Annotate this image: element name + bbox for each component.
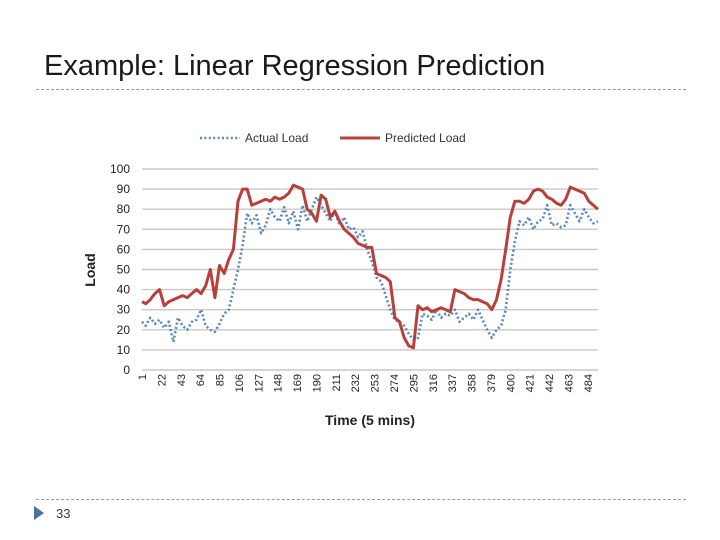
x-tick-label: 1 (137, 374, 149, 380)
chart-series (141, 183, 599, 350)
y-axis-ticks: 0 10 20 30 40 50 60 70 80 90 100 (110, 162, 130, 377)
y-tick-label: 100 (110, 162, 130, 176)
y-tick-label: 20 (117, 323, 131, 337)
chart-legend: Actual Load Predicted Load (200, 131, 466, 145)
x-tick-label: 379 (486, 374, 498, 392)
y-tick-label: 40 (117, 283, 131, 297)
x-tick-label: 484 (583, 374, 595, 392)
y-tick-label: 0 (123, 363, 130, 377)
x-tick-label: 316 (428, 374, 440, 392)
x-tick-label: 169 (292, 374, 304, 392)
x-tick-label: 127 (253, 374, 265, 392)
x-axis-label: Time (5 mins) (325, 412, 415, 428)
series-line-predicted-load (141, 183, 599, 350)
page-number: 33 (56, 506, 71, 521)
x-tick-label: 106 (234, 374, 246, 392)
x-tick-label: 358 (467, 374, 479, 392)
y-tick-label: 10 (117, 343, 131, 357)
page-arrow-icon (34, 506, 44, 520)
y-tick-label: 60 (117, 242, 131, 256)
x-tick-label: 148 (273, 374, 285, 392)
x-tick-label: 421 (525, 374, 537, 392)
x-tick-label: 463 (563, 374, 575, 392)
x-tick-label: 337 (447, 374, 459, 392)
x-tick-label: 442 (544, 374, 556, 392)
x-tick-label: 295 (408, 374, 420, 392)
y-tick-label: 80 (117, 202, 131, 216)
chart-grid (142, 168, 598, 371)
x-tick-label: 43 (176, 374, 188, 386)
x-tick-label: 22 (156, 374, 168, 386)
footer-divider (36, 499, 686, 500)
slide-title: Example: Linear Regression Prediction (44, 50, 546, 82)
x-axis-ticks: 1 22 43 64 85 106 127 148 169 190 211 232 253 274 295 3… (137, 374, 595, 392)
x-tick-label: 85 (215, 374, 227, 386)
x-tick-label: 253 (370, 374, 382, 392)
legend-predicted-label: Predicted Load (385, 131, 466, 145)
x-tick-label: 400 (505, 374, 517, 392)
title-divider (36, 89, 686, 90)
y-tick-label: 30 (117, 303, 131, 317)
y-tick-label: 70 (117, 222, 131, 236)
x-tick-label: 211 (331, 374, 343, 392)
series-line-actual-load (141, 195, 599, 344)
x-tick-label: 190 (311, 374, 323, 392)
legend-actual-label: Actual Load (245, 131, 308, 145)
y-tick-label: 90 (117, 182, 131, 196)
x-tick-label: 64 (195, 374, 207, 386)
y-axis-label: Load (82, 253, 98, 286)
x-tick-label: 274 (389, 374, 401, 392)
x-tick-label: 232 (350, 374, 362, 392)
y-tick-label: 50 (117, 263, 131, 277)
